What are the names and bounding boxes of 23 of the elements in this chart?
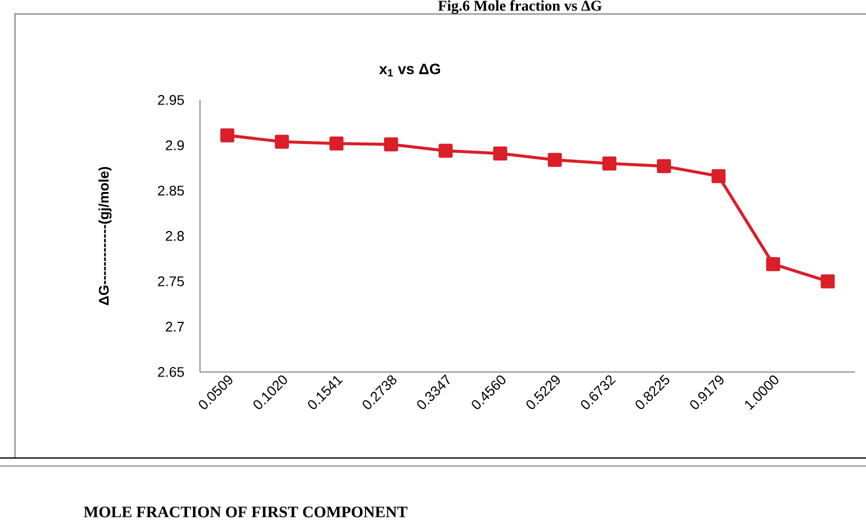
y-axis-title: ΔG-------------(gj/mole) — [98, 166, 112, 306]
y-tick-label: 2.8 — [166, 231, 184, 241]
point — [766, 257, 780, 272]
point — [438, 144, 453, 158]
point — [274, 134, 289, 149]
y-tick-label: 2.65 — [158, 367, 184, 377]
y-tick-label: 2.7 — [166, 322, 184, 332]
chart-subtitle: x$_{1}$ vs ΔG — [379, 64, 440, 76]
point — [548, 152, 562, 167]
chart-title: Fig.6 Mole fraction vs ΔG — [438, 0, 602, 14]
point — [493, 146, 508, 160]
y-tick-label: 2.9 — [166, 140, 184, 150]
point — [712, 169, 726, 184]
point — [656, 159, 671, 174]
point — [384, 137, 398, 152]
point — [220, 128, 234, 142]
point — [820, 274, 835, 288]
text: MOLE FRACTION OF FIRST COMPONENT — [84, 506, 408, 518]
y-tick-label: 2.75 — [158, 276, 184, 286]
point — [329, 136, 344, 151]
point — [602, 156, 616, 170]
y-tick-label: 2.85 — [158, 186, 184, 196]
y-tick-label: 2.95 — [158, 95, 184, 105]
